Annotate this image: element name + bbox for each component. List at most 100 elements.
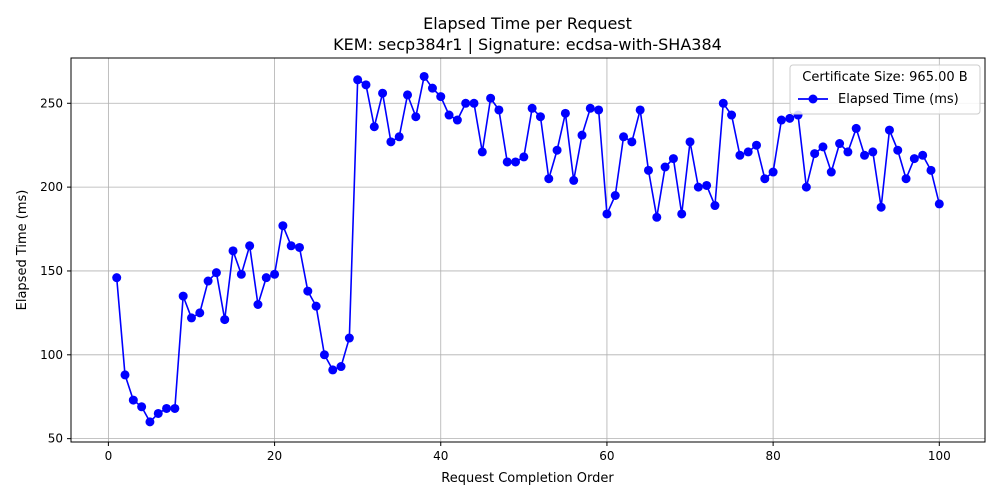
data-point [835, 139, 845, 149]
data-point [909, 154, 919, 164]
series-line [115, 75, 941, 423]
data-point [319, 350, 329, 360]
data-point [585, 103, 595, 113]
data-point [403, 90, 413, 100]
data-point [934, 199, 944, 209]
data-point [228, 246, 238, 256]
data-point [876, 202, 886, 212]
data-point [153, 408, 163, 418]
data-point [486, 93, 496, 103]
data-point [594, 105, 604, 115]
y-tick-label: 250 [40, 96, 63, 110]
data-point [261, 273, 271, 283]
data-point [427, 83, 437, 93]
data-point [743, 147, 753, 157]
data-point [452, 115, 462, 125]
data-point [469, 98, 479, 108]
data-point [552, 145, 562, 155]
data-point [186, 313, 196, 323]
data-point [535, 112, 545, 122]
x-tick-label: 20 [267, 449, 282, 463]
data-point [128, 395, 138, 405]
data-point [137, 402, 147, 412]
data-point [527, 103, 537, 113]
data-point [860, 150, 870, 160]
data-point [826, 167, 836, 177]
data-point [195, 308, 205, 318]
data-point [643, 165, 653, 175]
data-point [926, 165, 936, 175]
data-point [560, 108, 570, 118]
data-point [519, 152, 529, 162]
x-axis-label: Request Completion Order [441, 471, 614, 486]
data-point [776, 115, 786, 125]
data-point [361, 80, 371, 90]
data-point [502, 157, 512, 167]
legend-marker-swatch [808, 94, 818, 104]
data-point [295, 242, 304, 252]
legend-entry-label: Elapsed Time (ms) [838, 92, 959, 107]
data-point [760, 174, 770, 184]
data-point [619, 132, 629, 142]
data-point [918, 150, 928, 160]
data-point [494, 105, 504, 115]
data-point [461, 98, 471, 108]
data-point [236, 269, 246, 279]
data-point [785, 113, 795, 123]
data-point [544, 174, 554, 184]
data-point [378, 88, 388, 98]
data-point [162, 403, 172, 413]
data-point [253, 300, 263, 309]
data-point [344, 333, 354, 343]
y-axis-label: Elapsed Time (ms) [15, 190, 30, 311]
data-point [768, 167, 778, 177]
data-point [884, 125, 894, 135]
x-tick-label: 60 [599, 449, 614, 463]
x-tick-label: 40 [433, 449, 448, 463]
legend: Certificate Size: 965.00 B Elapsed Time … [789, 64, 981, 115]
data-point [386, 137, 396, 147]
data-point [693, 182, 703, 192]
data-point [278, 221, 288, 231]
data-point [610, 191, 620, 200]
data-point [120, 370, 130, 380]
data-point [145, 417, 155, 427]
data-point [685, 137, 695, 147]
data-point [702, 180, 712, 190]
data-point [901, 174, 911, 184]
data-point [211, 268, 221, 278]
y-tick-label: 50 [48, 432, 63, 446]
data-point [843, 147, 853, 157]
data-point [328, 365, 338, 375]
x-tick-label: 100 [928, 449, 951, 463]
data-point [668, 154, 678, 164]
data-point [419, 71, 429, 81]
axes-frame [70, 57, 986, 443]
data-point [801, 182, 811, 192]
data-point [727, 110, 737, 120]
data-point [411, 112, 421, 122]
data-point [818, 142, 828, 152]
data-point [336, 362, 346, 372]
data-point [569, 175, 579, 185]
data-point [311, 301, 321, 311]
data-point [170, 403, 180, 413]
tick-group: 0 20 40 60 80 100 50 100 150 200 250 [40, 96, 951, 463]
data-point [677, 209, 687, 219]
data-point [353, 75, 363, 85]
series-group [112, 71, 944, 427]
data-point [652, 212, 662, 222]
data-point [203, 276, 213, 286]
data-point [286, 241, 296, 251]
data-point [868, 147, 878, 157]
y-tick-label: 200 [40, 180, 63, 194]
data-point [112, 273, 122, 283]
data-point [577, 130, 587, 140]
data-point [660, 162, 670, 172]
data-point [893, 145, 903, 155]
chart-subtitle: KEM: secp384r1 | Signature: ecdsa-with-S… [333, 35, 722, 54]
data-point [718, 98, 728, 108]
data-point [511, 157, 521, 167]
data-point [752, 140, 761, 150]
